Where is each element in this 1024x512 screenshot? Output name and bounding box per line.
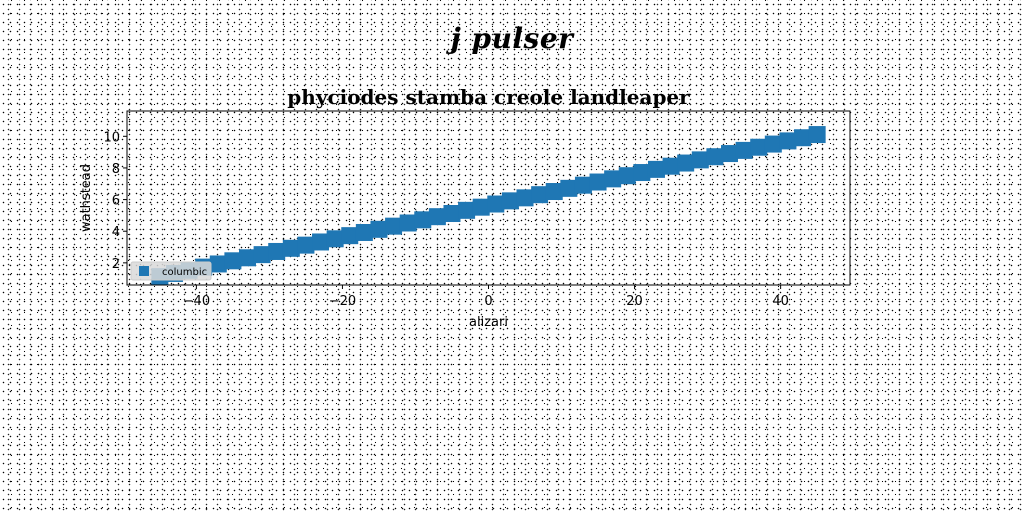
data-point	[370, 220, 388, 238]
x-tick-label: −40	[183, 294, 210, 309]
data-point	[428, 208, 446, 226]
data-point	[326, 230, 344, 248]
data-point	[399, 214, 417, 232]
data-point	[312, 233, 330, 251]
legend-box	[130, 261, 212, 281]
data-point	[282, 239, 300, 257]
data-point	[224, 252, 242, 270]
data-point	[458, 201, 476, 219]
data-point	[574, 176, 592, 194]
data-point	[647, 160, 665, 178]
data-point	[501, 192, 519, 210]
x-tick-label: −20	[329, 294, 356, 309]
data-point	[750, 138, 768, 156]
data-point	[545, 183, 563, 201]
data-point	[691, 151, 709, 169]
data-point	[487, 195, 505, 213]
x-tick-label: 20	[626, 294, 643, 309]
data-point	[735, 141, 753, 159]
y-axis: 2 4 6 8 10	[103, 130, 127, 272]
data-point	[721, 145, 738, 163]
y-tick-label: 6	[112, 194, 120, 209]
data-point	[618, 167, 636, 185]
data-point	[385, 217, 403, 235]
data-point	[604, 170, 622, 188]
data-point	[589, 173, 607, 191]
y-axis-label: wathstead	[79, 164, 94, 232]
figure-suptitle: j pulser	[450, 22, 574, 55]
data-point	[531, 186, 549, 204]
y-tick-label: 8	[112, 162, 120, 177]
marker-group	[151, 126, 826, 286]
data-point	[355, 223, 373, 241]
legend: columbic	[130, 261, 212, 281]
data-point	[633, 164, 651, 182]
data-point	[764, 135, 782, 153]
x-axis-label: alizari	[469, 315, 508, 330]
legend-label-columbic: columbic	[162, 267, 207, 278]
data-point	[662, 157, 680, 175]
data-point	[268, 242, 286, 260]
data-point	[414, 211, 432, 229]
data-point	[209, 255, 227, 273]
x-tick-label: 0	[484, 294, 492, 309]
data-point	[560, 179, 578, 197]
data-point	[472, 198, 490, 216]
y-tick-label: 4	[112, 225, 120, 240]
data-point	[443, 205, 461, 223]
data-point	[516, 189, 534, 207]
legend-swatch	[139, 266, 149, 276]
x-axis: −40 −20 0 20 40	[183, 285, 789, 309]
data-point	[808, 126, 826, 144]
data-point	[341, 227, 359, 245]
data-point	[297, 236, 315, 254]
data-point	[677, 154, 695, 172]
data-point	[253, 246, 271, 264]
data-point	[794, 129, 812, 147]
data-point	[779, 132, 797, 150]
chart-title: phyciodes stamba creole landleaper	[287, 85, 690, 109]
data-point	[239, 249, 256, 267]
y-tick-label: 2	[112, 257, 120, 272]
data-point	[706, 148, 724, 166]
x-tick-label: 40	[772, 294, 789, 309]
y-tick-label: 10	[103, 130, 120, 145]
